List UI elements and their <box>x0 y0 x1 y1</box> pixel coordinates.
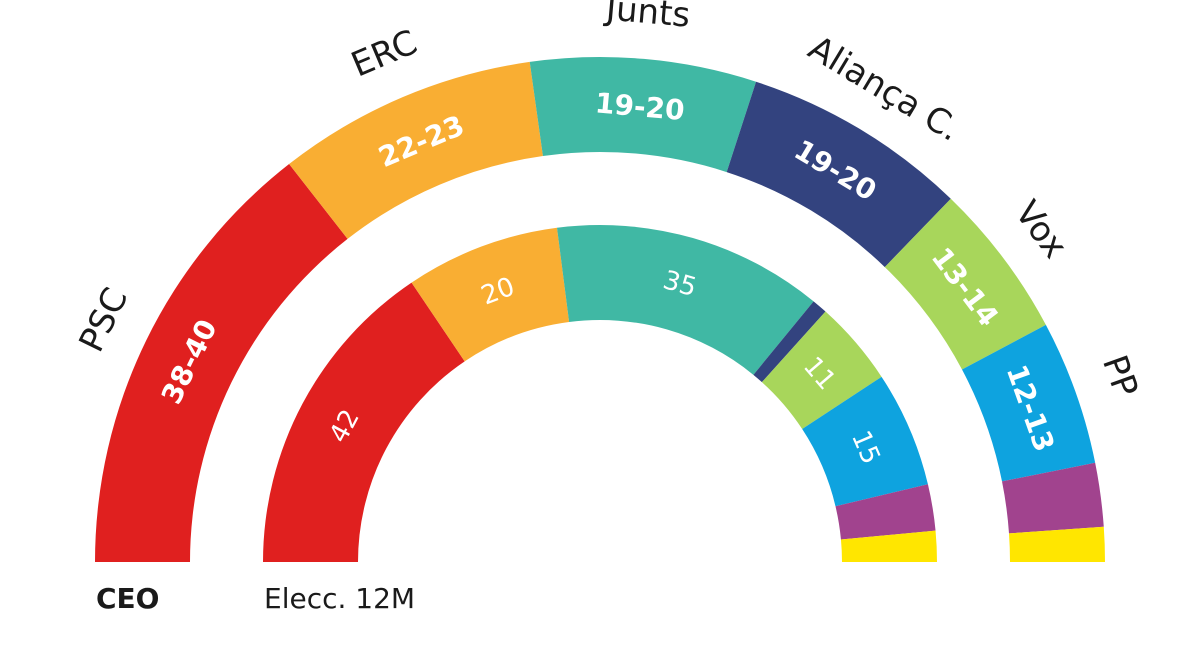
segment-0-junts <box>529 57 757 173</box>
segment-0-psc <box>95 164 348 562</box>
segment-0-vox <box>884 198 1046 370</box>
segment-1-pp <box>802 376 928 507</box>
party-label-erc: ERC <box>346 22 423 85</box>
segment-1-erc <box>411 227 570 362</box>
segment-1-junts <box>556 225 814 375</box>
segment-1-alian-a-c <box>753 301 826 383</box>
segment-0-alian-a-c <box>726 81 951 268</box>
party-label-psc: PSC <box>71 282 136 359</box>
value-label-0-junts: 19-20 <box>594 86 686 127</box>
party-label-pp: PP <box>1094 350 1145 402</box>
segment-1-psc <box>263 282 465 562</box>
segment-0-other-6 <box>1002 462 1104 534</box>
segment-0-pp <box>962 324 1096 482</box>
inner-ring-caption: Elecc. 12M <box>264 582 416 615</box>
party-label-vox: Vox <box>1007 194 1075 266</box>
segment-1-other-6 <box>835 484 936 540</box>
segment-1-other-7 <box>840 530 937 562</box>
segment-0-erc <box>289 61 543 239</box>
segment-1-vox <box>761 311 882 430</box>
segment-0-other-7 <box>1009 526 1105 562</box>
outer-ring-caption: CEO <box>96 582 160 615</box>
party-label-junts: Junts <box>602 0 691 36</box>
